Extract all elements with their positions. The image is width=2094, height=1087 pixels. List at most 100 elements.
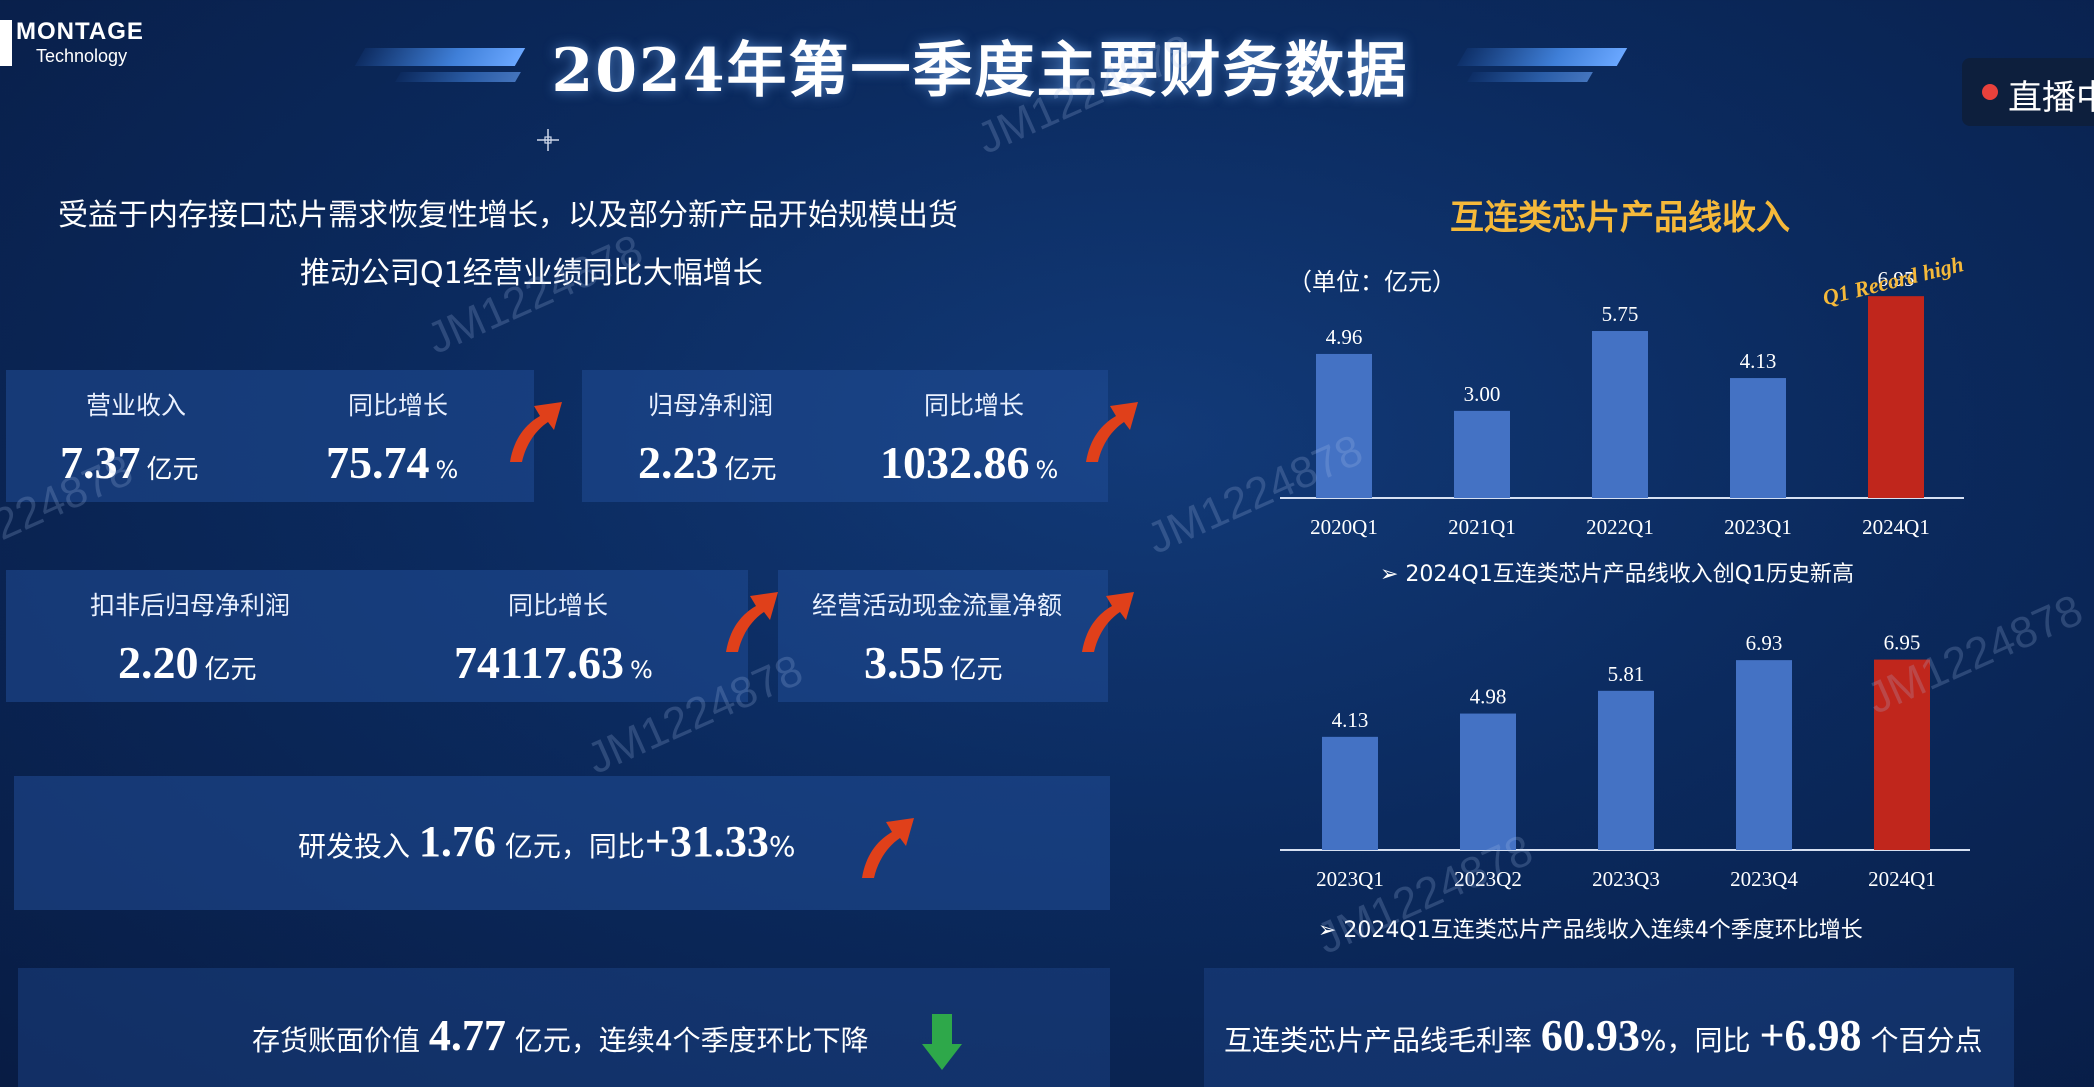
adj-net-profit-growth-unit: % <box>629 656 653 684</box>
chart-bar <box>1460 713 1516 850</box>
chart-note-2: ➢ 2024Q1互连类芯片产品线收入连续4个季度环比增长 <box>1318 918 1863 943</box>
chart-data-label: 4.98 <box>1470 685 1507 709</box>
revenue-growth-unit: % <box>435 456 459 484</box>
crosshair-cursor-icon <box>537 129 559 151</box>
adj-net-profit-growth-label: 同比增长 <box>508 591 609 620</box>
revenue-value-line: 7.37 亿元 <box>60 436 199 489</box>
adj-net-profit-growth-line: 74117.63% <box>454 636 653 689</box>
margin-change: +6.98 <box>1759 1011 1862 1060</box>
chart-tick-label: 2023Q4 <box>1730 867 1798 891</box>
chart-bar <box>1730 378 1786 498</box>
chart-data-label: 6.93 <box>1746 631 1783 655</box>
chart-bar <box>1874 659 1930 850</box>
adj-net-profit-value-line: 2.20 亿元 <box>118 636 257 689</box>
chart-data-label: 6.95 <box>1878 270 1915 291</box>
chart-data-label: 5.75 <box>1602 302 1639 326</box>
chart-bar <box>1454 410 1510 498</box>
revenue-growth-line: 75.74% <box>326 436 458 489</box>
yearly-q1-revenue-chart: 4.96 2020Q1 3.00 2021Q1 5.75 2022Q1 4.13 2023Q1… <box>1280 270 1964 539</box>
margin-suffix: 个百分点 <box>1870 1024 1983 1057</box>
net-profit-unit: 亿元 <box>724 455 777 485</box>
down-arrow-icon <box>922 1014 962 1070</box>
inventory-value: 4.77 <box>428 1011 506 1060</box>
margin-panel <box>1204 968 2014 1087</box>
adj-net-profit-growth-value: 74117.63 <box>454 637 624 688</box>
rnd-prefix: 研发投入 <box>298 830 411 863</box>
chart-data-label: 4.13 <box>1740 349 1777 373</box>
curved-up-arrow-icon <box>726 592 778 652</box>
chart-tick-label: 2023Q3 <box>1592 867 1660 891</box>
inventory-panel <box>18 968 1110 1087</box>
chart-tick-label: 2024Q1 <box>1862 515 1930 539</box>
revenue-panel <box>6 370 534 502</box>
inventory-prefix: 存货账面价值 <box>252 1024 421 1057</box>
curved-up-arrow-icon <box>1086 402 1138 462</box>
revenue-value: 7.37 <box>60 437 141 488</box>
chart-tick-label: 2023Q2 <box>1454 867 1522 891</box>
chart-data-label: 6.95 <box>1884 631 1921 655</box>
chart-tick-label: 2023Q1 <box>1724 515 1792 539</box>
margin-value: 60.93 <box>1540 1011 1640 1060</box>
record-dot-icon <box>1982 84 1998 100</box>
net-profit-growth-line: 1032.86% <box>880 436 1058 489</box>
adj-net-profit-unit: 亿元 <box>204 655 257 685</box>
watermark: JM1224878 <box>419 225 650 364</box>
margin-prefix: 互连类芯片产品线毛利率 <box>1224 1024 1533 1057</box>
cash-flow-label: 经营活动现金流量净额 <box>812 591 1063 620</box>
revenue-label: 营业收入 <box>86 391 187 420</box>
chart-bar <box>1736 660 1792 850</box>
margin-line: 互连类芯片产品线毛利率 60.93%，同比 +6.98 个百分点 <box>1224 1010 1982 1061</box>
chart-bar <box>1322 736 1378 850</box>
rnd-unit: 亿元，同比 <box>504 830 645 863</box>
rnd-line: 研发投入 1.76 亿元，同比+31.33% <box>298 816 796 867</box>
revenue-growth-label: 同比增长 <box>348 391 449 420</box>
rnd-growth: +31.33 <box>644 817 769 866</box>
page-title: 2024年第一季度主要财务数据 <box>551 36 1409 106</box>
intro-line-1: 受益于内存接口芯片需求恢复性增长，以及部分新产品开始规模出货 <box>58 198 958 233</box>
chart-tick-label: 2024Q1 <box>1868 867 1936 891</box>
margin-pct: % <box>1639 1024 1667 1057</box>
inventory-suffix: 亿元，连续4个季度环比下降 <box>514 1024 869 1057</box>
inventory-line: 存货账面价值 4.77 亿元，连续4个季度环比下降 <box>252 1010 869 1061</box>
chart-tick-label: 2020Q1 <box>1310 515 1378 539</box>
cash-flow-panel <box>778 570 1108 702</box>
chart-bar <box>1592 331 1648 498</box>
cash-flow-value-line: 3.55 亿元 <box>864 636 1003 689</box>
chart-data-label: 4.13 <box>1332 708 1369 732</box>
chart-bar <box>1598 690 1654 850</box>
net-profit-growth-label: 同比增长 <box>924 391 1025 420</box>
chart-tick-label: 2023Q1 <box>1316 867 1384 891</box>
live-label: 直播中 <box>2008 78 2094 118</box>
chart-tick-label: 2021Q1 <box>1448 515 1516 539</box>
net-profit-growth-value: 1032.86 <box>880 437 1030 488</box>
chart-data-label: 4.96 <box>1326 325 1363 349</box>
chart-note-1: ➢ 2024Q1互连类芯片产品线收入创Q1历史新高 <box>1380 562 1855 587</box>
net-profit-growth-unit: % <box>1035 456 1059 484</box>
net-profit-value: 2.23 <box>638 437 719 488</box>
adj-net-profit-value: 2.20 <box>118 637 199 688</box>
net-profit-value-line: 2.23 亿元 <box>638 436 777 489</box>
net-profit-label: 归母净利润 <box>648 391 774 420</box>
revenue-unit: 亿元 <box>146 455 199 485</box>
quarterly-revenue-chart: 4.13 2023Q1 4.98 2023Q2 5.81 2023Q3 6.93 2023Q4… <box>1280 631 1970 891</box>
margin-mid: ，同比 <box>1666 1024 1751 1057</box>
chart-tick-label: 2022Q1 <box>1586 515 1654 539</box>
curved-up-arrow-icon <box>1082 592 1134 652</box>
chart-bar <box>1868 296 1924 498</box>
intro-line-2: 推动公司Q1经营业绩同比大幅增长 <box>300 256 763 291</box>
cash-flow-value: 3.55 <box>864 637 945 688</box>
chart-unit-note: （单位：亿元） <box>1288 268 1456 296</box>
curved-up-arrow-icon <box>862 818 914 878</box>
chart-data-label: 3.00 <box>1464 382 1501 406</box>
rnd-pct: % <box>768 830 796 863</box>
rnd-panel <box>14 776 1110 910</box>
cash-flow-unit: 亿元 <box>950 655 1003 685</box>
chart-data-label: 5.81 <box>1608 662 1645 686</box>
chart-bar <box>1316 353 1372 498</box>
rnd-value: 1.76 <box>418 817 496 866</box>
live-indicator[interactable]: 直播中 <box>1962 58 2094 126</box>
revenue-growth-value: 75.74 <box>326 437 430 488</box>
curved-up-arrow-icon <box>510 402 562 462</box>
adj-net-profit-label: 扣非后归母净利润 <box>90 591 291 620</box>
montage-logo: MONTAGE Technology <box>0 8 150 68</box>
